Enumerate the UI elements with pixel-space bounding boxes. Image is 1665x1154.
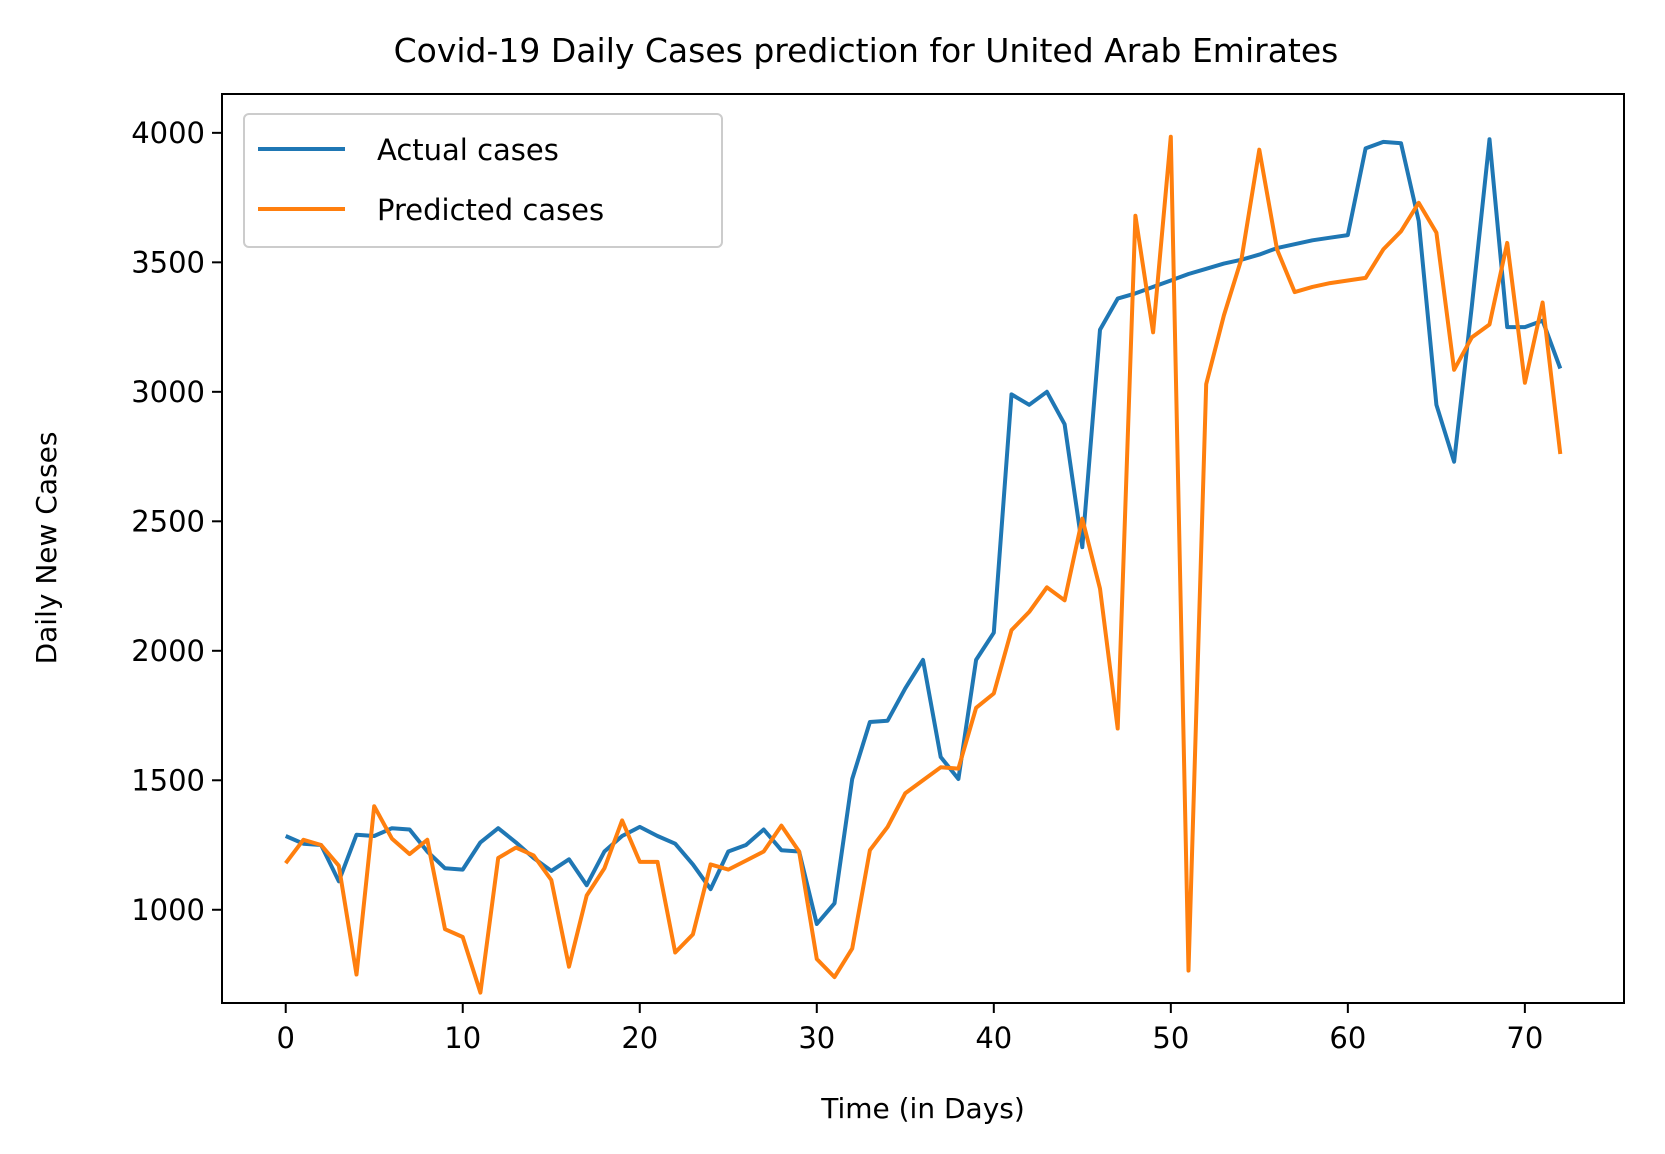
x-tick-label: 0 — [277, 1021, 295, 1055]
x-tick-label: 50 — [1152, 1021, 1189, 1055]
y-tick-label: 4000 — [131, 116, 205, 150]
x-axis-label: Time (in Days) — [820, 1092, 1025, 1125]
x-tick-label: 20 — [621, 1021, 658, 1055]
y-tick-label: 3500 — [131, 245, 205, 279]
y-tick-label: 2500 — [131, 504, 205, 538]
y-tick-label: 3000 — [131, 375, 205, 409]
x-tick-label: 70 — [1506, 1021, 1543, 1055]
x-axis: 0 10 20 30 40 50 60 70 — [277, 1003, 1543, 1055]
legend-label-actual: Actual cases — [377, 133, 559, 167]
x-tick-label: 40 — [975, 1021, 1012, 1055]
plot-frame — [221, 93, 1625, 1004]
y-tick-label: 2000 — [131, 634, 205, 668]
chart-title: Covid-19 Daily Cases prediction for Unit… — [394, 31, 1339, 70]
legend: Actual cases Predicted cases — [243, 113, 723, 248]
x-tick-label: 60 — [1329, 1021, 1366, 1055]
y-tick-label: 1500 — [131, 763, 205, 797]
y-tick-label: 1000 — [131, 893, 205, 927]
x-tick-label: 10 — [444, 1021, 481, 1055]
plot-lines — [284, 134, 1563, 995]
x-tick-label: 30 — [798, 1021, 835, 1055]
series-line-predicted-cases — [284, 134, 1563, 995]
y-axis-label: Daily New Cases — [30, 432, 63, 665]
legend-label-predicted: Predicted cases — [377, 193, 604, 227]
legend-box — [243, 113, 723, 248]
series-line-actual-cases — [284, 137, 1563, 926]
y-axis: 1000 1500 2000 2500 3000 3500 4000 — [131, 116, 222, 927]
